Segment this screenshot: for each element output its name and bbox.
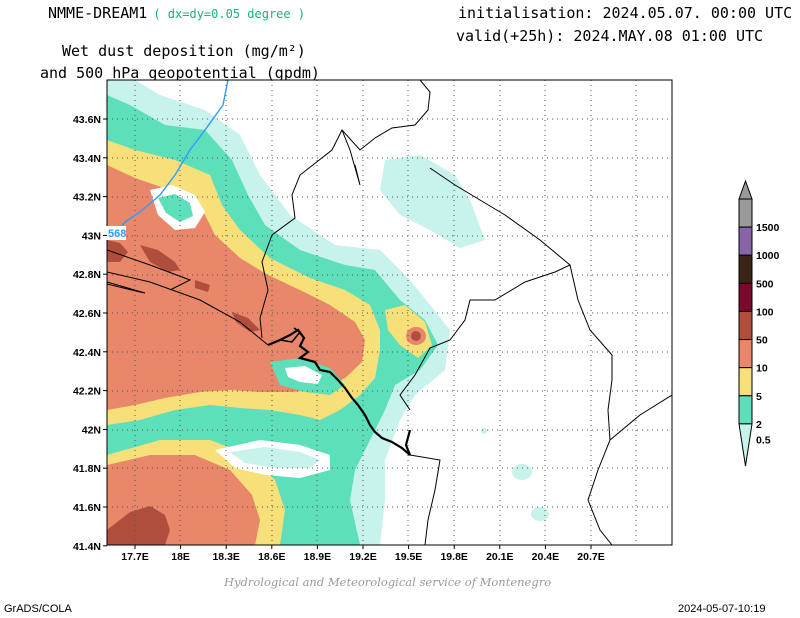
colorbar-bottom-arrow: [738, 423, 753, 467]
longitude-axis: 17.7E 18E 18.3E 18.6E 18.9E 19.2E 19.5E 19.8E 20…: [121, 545, 605, 563]
colorbar-top-arrow: [738, 179, 753, 200]
lon-label: 20.4E: [532, 551, 559, 563]
model-name: NMME-DREAM1: [48, 4, 148, 22]
colorbar-label: 100: [756, 306, 774, 318]
lat-label: 41.8N: [73, 463, 101, 475]
colorbar-label: 1500: [756, 222, 780, 234]
lon-label: 18E: [171, 551, 190, 563]
bay-outline: [279, 327, 302, 343]
credit-text: Hydrological and Meteorological service …: [224, 575, 552, 589]
colorbar-box: [738, 310, 753, 341]
band-50-south: [107, 506, 170, 545]
colorbar-label: 500: [756, 278, 774, 290]
band-0.5-patch-1: [512, 464, 532, 480]
contour-label-group: 568: [104, 226, 126, 240]
timestamp-label: 2024-05-07-10:19: [678, 603, 766, 615]
colorbar-label: 50: [756, 335, 768, 347]
colorbar-label: 1000: [756, 250, 780, 262]
map-grid: [107, 80, 672, 545]
lat-label: 42.2N: [73, 386, 101, 398]
band-50-ridge: [140, 245, 180, 272]
initialisation-time: initialisation: 2024.05.07. 00:00 UTC: [458, 4, 793, 22]
lat-label: 42.6N: [73, 308, 101, 320]
lon-label: 19.8E: [440, 551, 467, 563]
lat-label: 42N: [82, 424, 101, 436]
lat-label: 43.6N: [73, 114, 101, 126]
lat-label: 41.6N: [73, 502, 101, 514]
colorbar-label: 2: [756, 419, 762, 431]
geopotential-contour-568: [109, 80, 229, 241]
lat-label: 43N: [82, 230, 101, 242]
colorbar-label: 5: [756, 391, 762, 403]
band-50-spot-1: [195, 280, 210, 292]
band-0.5-patch-2: [531, 507, 549, 521]
field-title-line2: and 500 hPa geopotential (gpdm): [40, 64, 320, 82]
latitude-axis: 43.6N 43.4N 43.2N 43N 42.8N 42.6N 42.4N 42.2N 42…: [73, 114, 107, 553]
lon-label: 20.1E: [486, 551, 513, 563]
band-50-spot-2: [232, 312, 260, 332]
colorbar-box: [738, 339, 753, 369]
lat-label: 43.2N: [73, 192, 101, 204]
lat-label: 42.8N: [73, 269, 101, 281]
colorbar-box: [738, 254, 753, 284]
lat-label: 43.4N: [73, 153, 101, 165]
colorbar-box: [738, 198, 753, 228]
model-title: NMME-DREAM1 ( dx=dy=0.05 degree ): [48, 4, 305, 22]
colorbar-box: [738, 395, 753, 425]
software-label: GrADS/COLA: [4, 603, 72, 615]
coastline: [267, 328, 412, 456]
southwest-gap-inner: [230, 447, 320, 468]
lon-label: 19.2E: [349, 551, 376, 563]
band-0.5-north: [380, 155, 485, 248]
colorbar-label: 0.5: [756, 434, 771, 446]
colorbar-label: 10: [756, 363, 768, 375]
coastal-gap-white: [285, 366, 322, 384]
lon-label: 18.9E: [304, 551, 331, 563]
country-borders: [107, 80, 672, 545]
band-50-spot-3: [411, 331, 421, 341]
lat-label: 42.4N: [73, 347, 101, 359]
north-gap-green: [158, 194, 193, 222]
band-50-west: [107, 240, 128, 262]
valid-time: valid(+25h): 2024.MAY.08 01:00 UTC: [456, 27, 764, 45]
lon-label: 17.7E: [121, 551, 148, 563]
contour-label: 568: [108, 228, 126, 240]
lon-label: 20.7E: [577, 551, 604, 563]
lon-label: 18.3E: [212, 551, 239, 563]
colorbar-box: [738, 282, 753, 312]
lon-label: 18.6E: [258, 551, 285, 563]
band-0.5-patch-3: [481, 428, 487, 434]
colorbar-box: [738, 226, 753, 256]
resolution-note: ( dx=dy=0.05 degree ): [153, 7, 306, 21]
lon-label: 19.5E: [395, 551, 422, 563]
field-title-line1: Wet dust deposition (mg/m²): [62, 42, 306, 60]
lat-label: 41.4N: [73, 541, 101, 553]
colorbar: 1500 1000 500 100 50 10 5 2 0.5: [738, 179, 780, 467]
colorbar-box: [738, 367, 753, 397]
dust-field: [107, 80, 672, 545]
